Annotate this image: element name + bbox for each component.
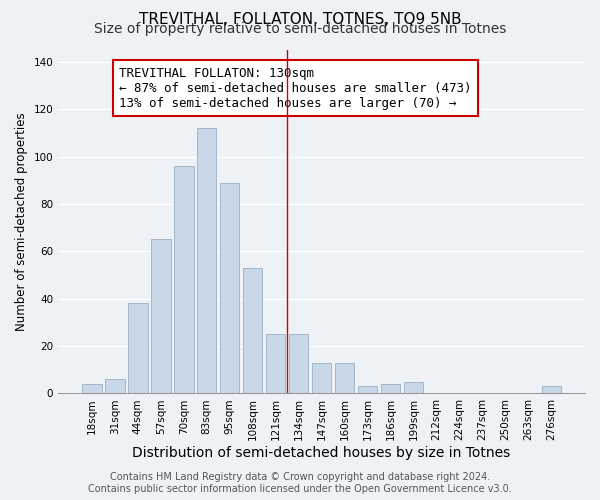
Bar: [174, 166, 194, 394]
Bar: [381, 384, 400, 394]
Text: Contains HM Land Registry data © Crown copyright and database right 2024.
Contai: Contains HM Land Registry data © Crown c…: [88, 472, 512, 494]
Text: TREVITHAL, FOLLATON, TOTNES, TQ9 5NB: TREVITHAL, FOLLATON, TOTNES, TQ9 5NB: [139, 12, 461, 28]
Bar: [358, 386, 377, 394]
Bar: [243, 268, 262, 394]
Bar: [105, 379, 125, 394]
Text: TREVITHAL FOLLATON: 130sqm
← 87% of semi-detached houses are smaller (473)
13% o: TREVITHAL FOLLATON: 130sqm ← 87% of semi…: [119, 66, 472, 110]
Bar: [197, 128, 217, 394]
Bar: [289, 334, 308, 394]
Bar: [220, 182, 239, 394]
Bar: [82, 384, 101, 394]
Text: Size of property relative to semi-detached houses in Totnes: Size of property relative to semi-detach…: [94, 22, 506, 36]
Bar: [151, 240, 170, 394]
Y-axis label: Number of semi-detached properties: Number of semi-detached properties: [15, 112, 28, 331]
Bar: [266, 334, 286, 394]
Bar: [128, 304, 148, 394]
X-axis label: Distribution of semi-detached houses by size in Totnes: Distribution of semi-detached houses by …: [133, 446, 511, 460]
Bar: [312, 362, 331, 394]
Bar: [335, 362, 355, 394]
Bar: [404, 382, 423, 394]
Bar: [542, 386, 561, 394]
